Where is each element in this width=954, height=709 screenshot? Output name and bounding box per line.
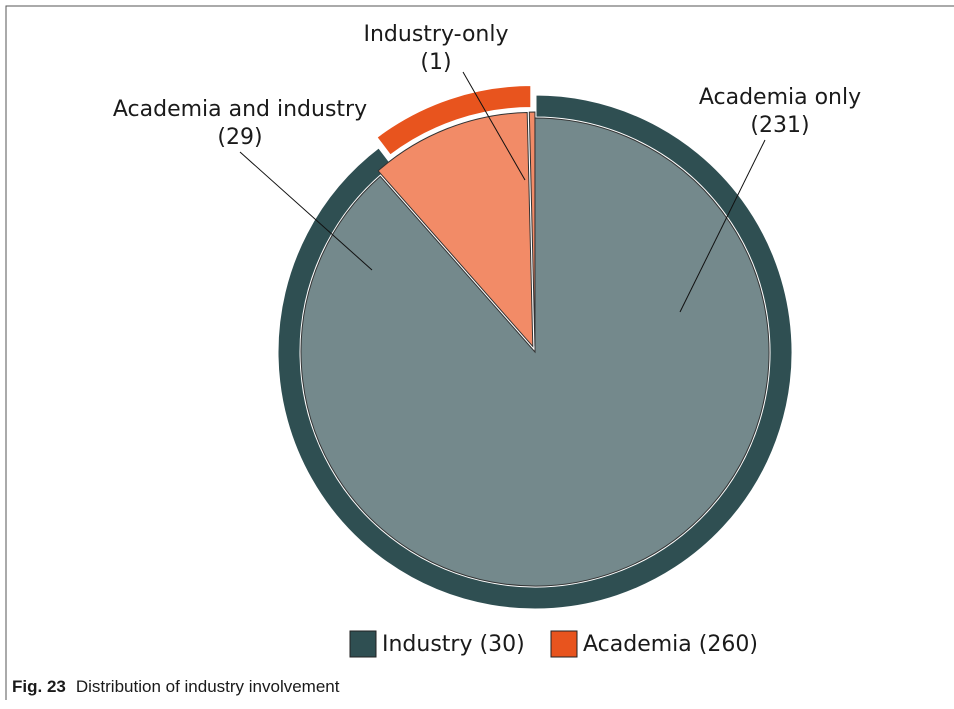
slice-value-label: (231) xyxy=(750,113,809,138)
legend-swatch xyxy=(349,630,377,658)
leader-line xyxy=(679,139,766,313)
legend-label: Academia (260) xyxy=(583,632,758,657)
caption: Fig. 23 Distribution of industry involvem… xyxy=(12,677,340,696)
slice-label: Academia and industry xyxy=(113,97,367,122)
pie-slice xyxy=(300,117,770,587)
slice-value-label: (29) xyxy=(217,125,262,150)
leader-line xyxy=(462,71,526,181)
slice-label: Industry-only xyxy=(364,22,509,47)
legend-label: Industry (30) xyxy=(382,632,525,657)
leader-line xyxy=(239,151,373,271)
caption-label: Fig. 23 xyxy=(12,677,66,696)
slice-label: Academia only xyxy=(699,85,861,110)
pie-slice xyxy=(377,111,534,348)
pie-slice xyxy=(528,111,536,347)
legend-swatch xyxy=(550,630,578,658)
frame xyxy=(5,5,954,700)
slice-value-label: (1) xyxy=(420,50,451,75)
caption-text: Distribution of industry involvement xyxy=(76,677,340,696)
outer-ring-segment xyxy=(373,83,534,159)
